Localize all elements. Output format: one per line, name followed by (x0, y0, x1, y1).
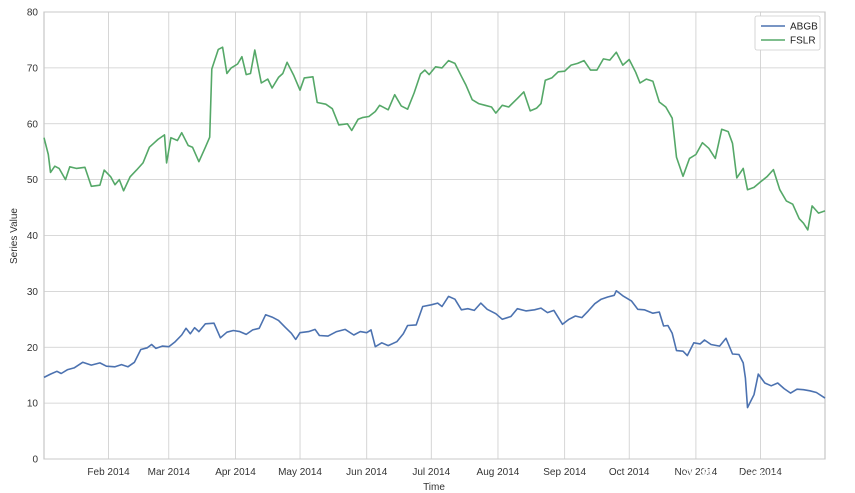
watermark-text: 头条号 / quantnews (681, 467, 842, 487)
x-tick-label: Jun 2014 (346, 467, 388, 478)
x-tick-label: Jul 2014 (412, 467, 450, 478)
x-axis-label: Time (423, 482, 445, 493)
series-line-abgb (43, 290, 826, 409)
y-tick-label: 50 (27, 175, 39, 186)
x-gridlines (108, 12, 761, 459)
x-tick-label: Apr 2014 (215, 467, 256, 478)
x-tick-label: Aug 2014 (477, 467, 520, 478)
y-tick-label: 0 (32, 455, 38, 466)
y-axis-label: Series Value (9, 208, 20, 264)
x-tick-label: Sep 2014 (543, 467, 586, 478)
x-tick-labels: Feb 2014 Mar 2014 Apr 2014 May 2014 Jun 2014… (87, 467, 782, 478)
legend-box (754, 15, 821, 51)
legend-label-fslr: FSLR (790, 36, 816, 47)
x-tick-label: Nov 2014 (675, 467, 718, 478)
y-tick-label: 20 (27, 343, 39, 354)
y-tick-label: 80 (27, 8, 39, 19)
x-tick-label: Dec 2014 (739, 467, 782, 478)
y-tick-labels: 0 10 20 30 40 50 60 70 80 (27, 8, 39, 466)
x-tick-label: Mar 2014 (148, 467, 191, 478)
y-tick-label: 60 (27, 119, 39, 130)
y-tick-label: 40 (27, 231, 39, 242)
legend: ABGB FSLR (754, 15, 821, 51)
y-tick-label: 10 (27, 399, 39, 410)
x-tick-label: May 2014 (278, 467, 322, 478)
x-tick-label: Oct 2014 (609, 467, 650, 478)
y-tick-label: 70 (27, 63, 39, 74)
y-gridlines (44, 11, 825, 460)
series-layer (43, 46, 826, 409)
legend-label-abgb: ABGB (790, 22, 818, 33)
y-tick-label: 30 (27, 287, 39, 298)
x-tick-label: Feb 2014 (87, 467, 130, 478)
series-line-fslr (43, 46, 826, 231)
